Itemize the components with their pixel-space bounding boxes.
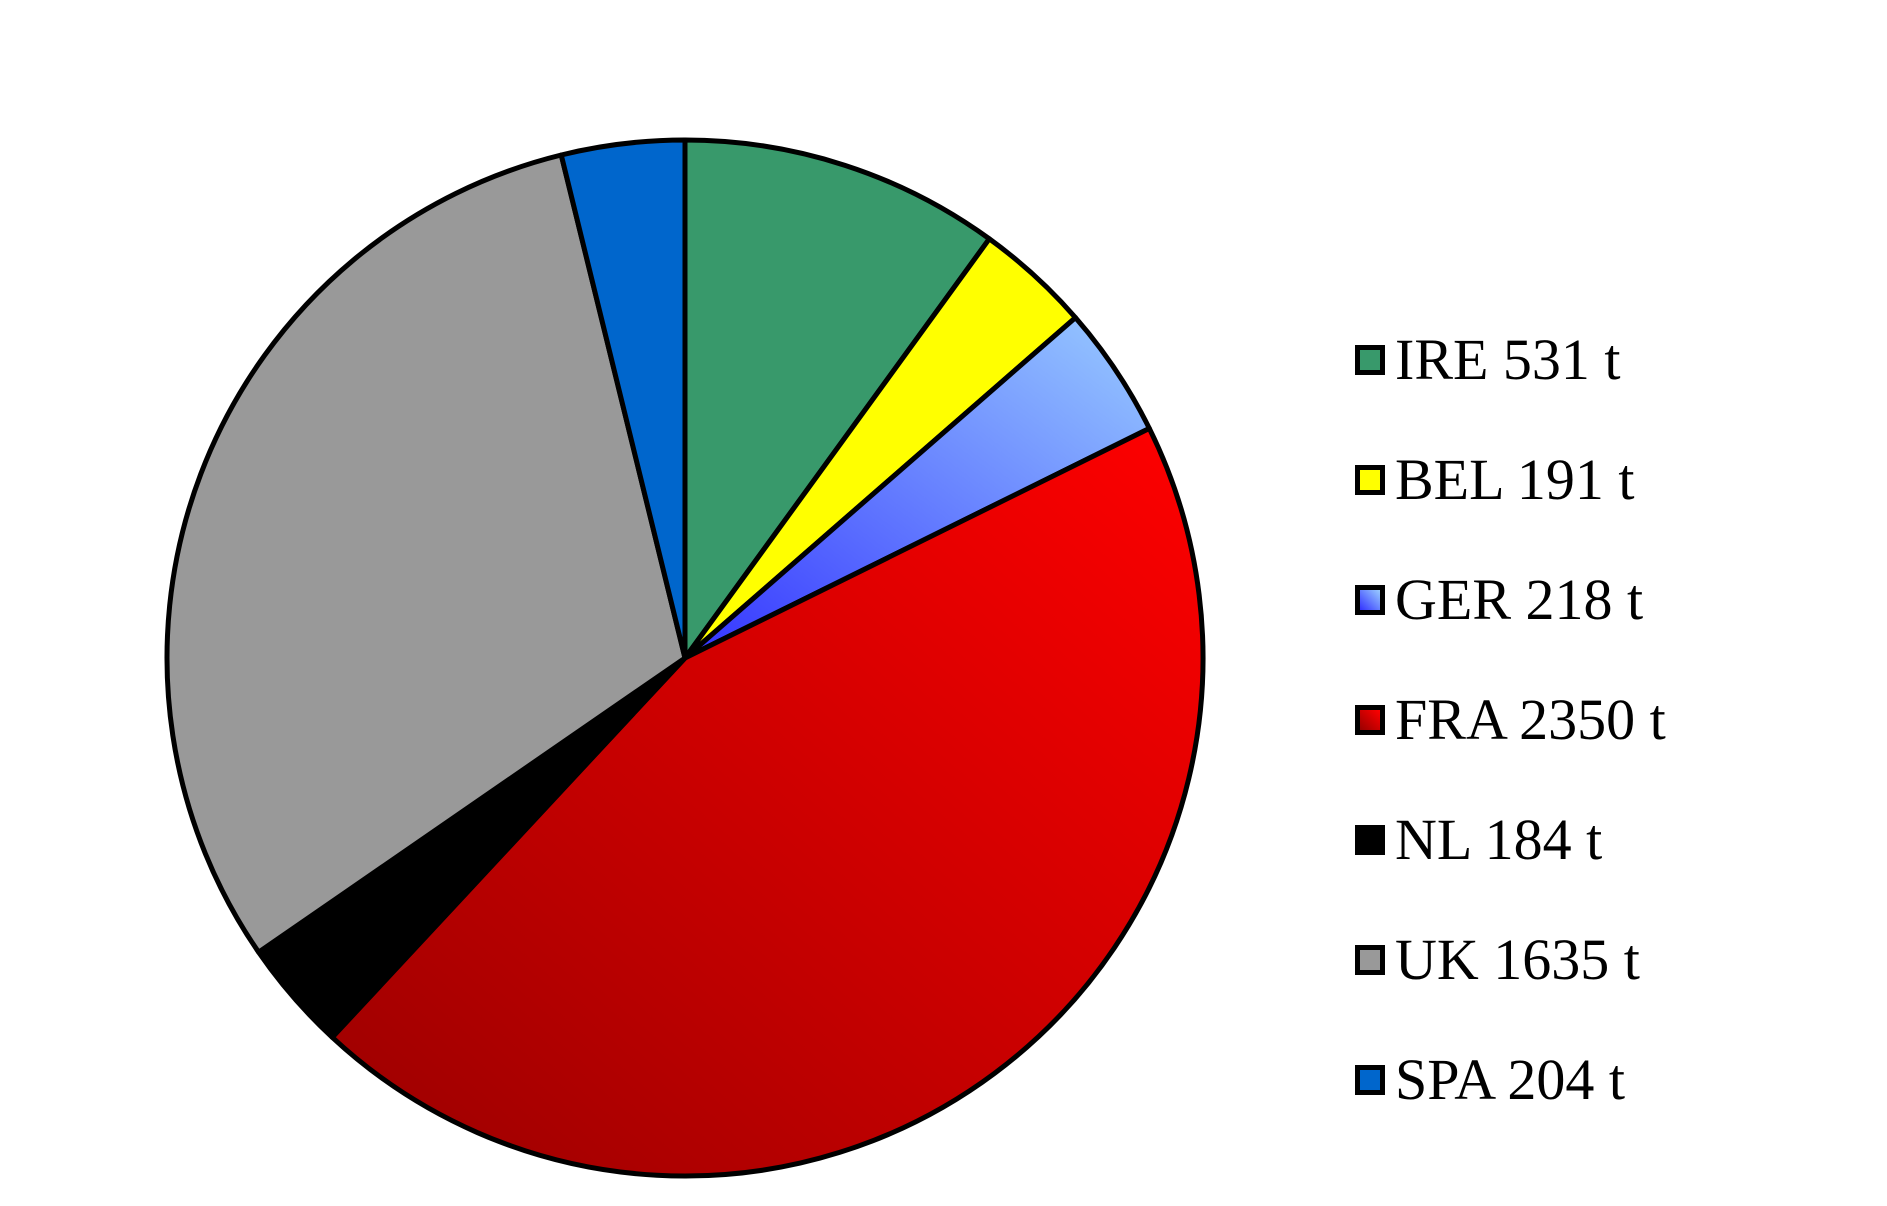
chart-legend: IRE 531 t BEL 191 t GER 218 t FRA 2350 t NL … bbox=[1355, 300, 1666, 1140]
legend-label-nl: NL 184 t bbox=[1395, 807, 1603, 872]
legend-item-fra: FRA 2350 t bbox=[1355, 660, 1666, 780]
pie-slice-fra bbox=[329, 425, 1206, 1179]
pie-slice-ire bbox=[682, 137, 992, 661]
legend-swatch-fra bbox=[1355, 705, 1385, 735]
legend-swatch-nl bbox=[1355, 825, 1385, 855]
legend-swatch-spa bbox=[1355, 1065, 1385, 1095]
legend-label-bel: BEL 191 t bbox=[1395, 447, 1635, 512]
pie-slice-spa bbox=[558, 137, 688, 661]
legend-label-ger: GER 218 t bbox=[1395, 567, 1644, 632]
legend-swatch-ger bbox=[1355, 585, 1385, 615]
legend-label-fra: FRA 2350 t bbox=[1395, 687, 1666, 752]
legend-label-spa: SPA 204 t bbox=[1395, 1047, 1625, 1112]
legend-label-uk: UK 1635 t bbox=[1395, 927, 1640, 992]
legend-item-ire: IRE 531 t bbox=[1355, 300, 1666, 420]
legend-item-spa: SPA 204 t bbox=[1355, 1020, 1666, 1140]
pie-slice-uk bbox=[164, 152, 688, 955]
pie-slices bbox=[164, 137, 1206, 1179]
legend-swatch-ire bbox=[1355, 345, 1385, 375]
legend-item-nl: NL 184 t bbox=[1355, 780, 1666, 900]
legend-item-ger: GER 218 t bbox=[1355, 540, 1666, 660]
legend-swatch-bel bbox=[1355, 465, 1385, 495]
legend-label-ire: IRE 531 t bbox=[1395, 327, 1621, 392]
legend-swatch-uk bbox=[1355, 945, 1385, 975]
legend-item-bel: BEL 191 t bbox=[1355, 420, 1666, 540]
legend-item-uk: UK 1635 t bbox=[1355, 900, 1666, 1020]
